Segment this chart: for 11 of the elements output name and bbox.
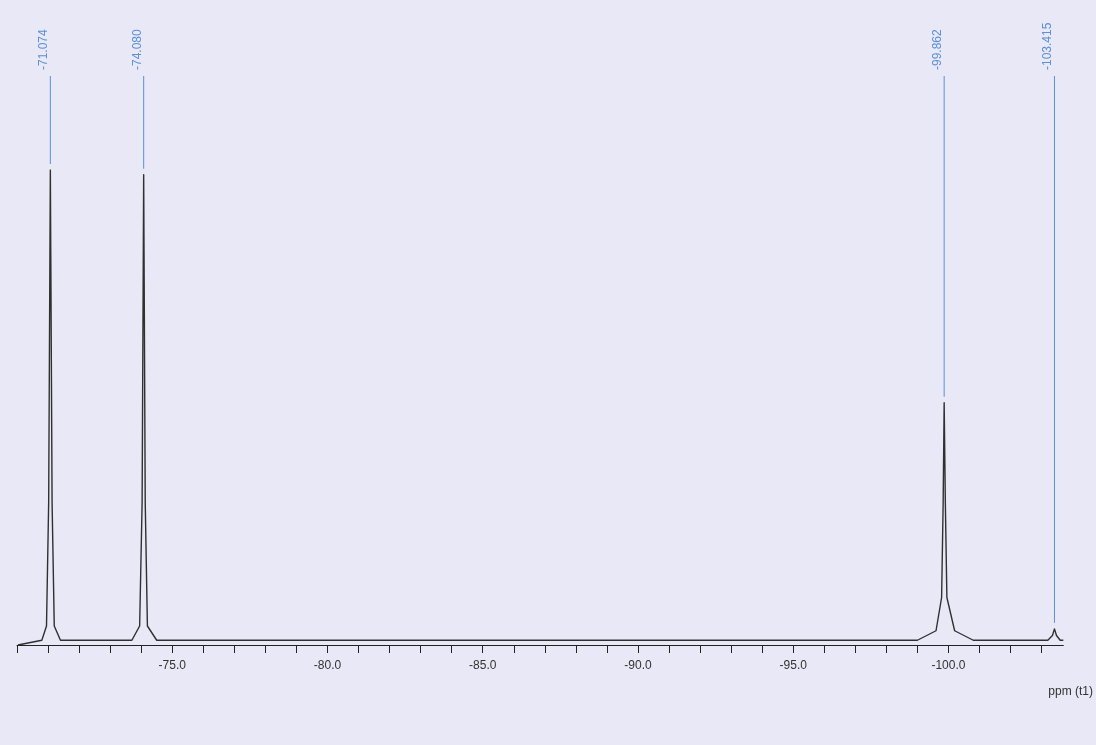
- x-tick-label: -85.0: [469, 658, 497, 672]
- x-tick-label: -95.0: [779, 658, 808, 672]
- annotation: -99.862: [930, 28, 945, 70]
- annotation: -103.415: [1040, 22, 1055, 70]
- annotation: -71.074: [36, 28, 51, 70]
- x-tick-label: -100.0: [931, 658, 966, 672]
- x-tick-label: -90.0: [624, 658, 652, 672]
- x-axis-title: ppm (t1): [1048, 684, 1094, 698]
- annotation: -74.080: [129, 28, 144, 70]
- x-tick-label: -80.0: [313, 658, 342, 672]
- x-tick-label: -75.0: [158, 658, 187, 672]
